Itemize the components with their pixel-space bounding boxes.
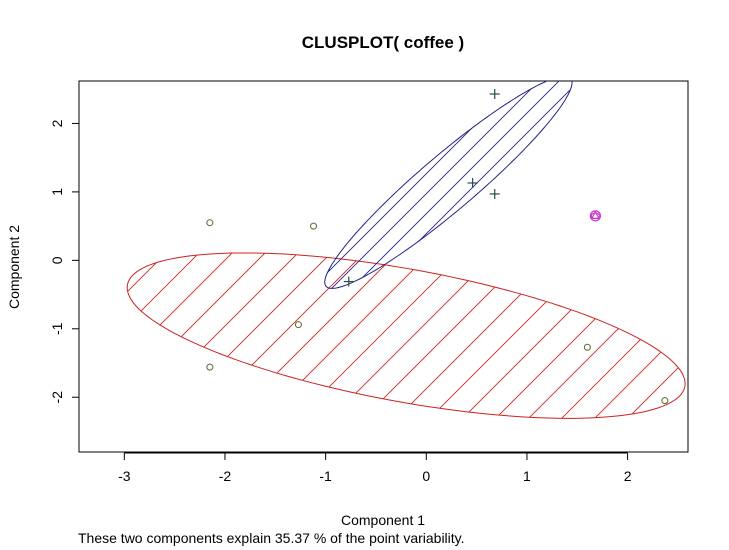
y-tick-label: -1 [49, 322, 65, 335]
data-point [467, 177, 478, 188]
data-point [661, 397, 669, 405]
x-tick-label: 0 [422, 468, 430, 484]
y-tick-label: 1 [49, 188, 65, 196]
points-layer [206, 89, 669, 405]
data-point [310, 222, 318, 230]
x-tick-label: -1 [319, 468, 332, 484]
x-tick-label: -2 [219, 468, 232, 484]
x-axis-label: Component 1 [341, 512, 425, 528]
x-tick-label: -3 [118, 468, 131, 484]
data-point [589, 210, 601, 222]
data-point [583, 343, 591, 351]
y-axis: -2 -1 0 1 2 [49, 119, 80, 404]
cluster-ellipse [126, 252, 686, 419]
y-axis-label: Component 2 [6, 225, 22, 309]
y-tick-label: -2 [49, 391, 65, 404]
cluster-ellipse [324, 81, 573, 289]
x-axis: -3 -2 -1 0 1 2 [118, 452, 632, 484]
y-tick-label: 2 [49, 119, 65, 127]
x-tick-label: 1 [523, 468, 531, 484]
data-point [294, 321, 302, 329]
data-point [489, 89, 500, 100]
y-tick-label: 0 [49, 256, 65, 264]
data-point [489, 188, 500, 199]
x-tick-label: 2 [624, 468, 632, 484]
data-point [343, 276, 354, 287]
chart-title: CLUSPLOT( coffee ) [302, 33, 464, 52]
data-point [206, 363, 214, 371]
data-point [206, 219, 214, 227]
variability-footnote: These two components explain 35.37 % of … [78, 530, 465, 546]
